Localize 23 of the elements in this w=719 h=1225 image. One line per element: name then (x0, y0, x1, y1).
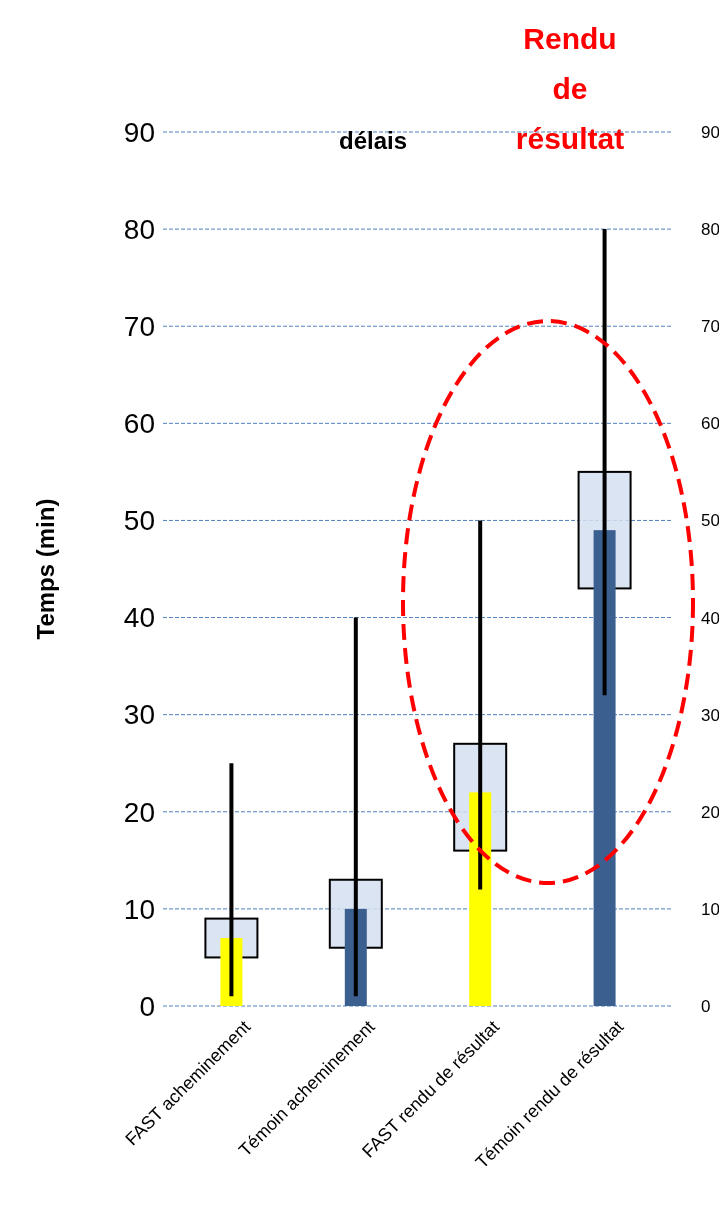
y-tick-label: 60 (123, 408, 155, 440)
y2-tick-label: 70 (701, 317, 719, 337)
y-tick-label: 80 (123, 213, 155, 245)
y-tick-label: 90 (123, 116, 155, 148)
y-tick-label: 40 (123, 602, 155, 634)
y-tick-label: 30 (123, 699, 155, 731)
y-tick-label: 10 (123, 893, 155, 925)
y2-tick-label: 40 (701, 608, 719, 628)
y-tick-label: 20 (123, 796, 155, 828)
y2-tick-label: 90 (701, 122, 719, 142)
y-tick-label: 70 (123, 311, 155, 343)
y-axis-title: Temps (min) (32, 498, 59, 640)
annotation: Rendu de résultat (515, 21, 625, 155)
y2-tick-label: 0 (701, 996, 711, 1016)
y-tick-label: 0 (139, 990, 155, 1022)
y2-tick-label: 20 (701, 802, 719, 822)
y2-tick-label: 60 (701, 414, 719, 434)
y-tick-label: 50 (123, 505, 155, 537)
y2-tick-label: 30 (701, 705, 719, 725)
y2-tick-label: 50 (701, 511, 719, 531)
y2-tick-label: 10 (701, 899, 719, 919)
y2-tick-label: 80 (701, 220, 719, 240)
annotation: délais (338, 127, 408, 155)
